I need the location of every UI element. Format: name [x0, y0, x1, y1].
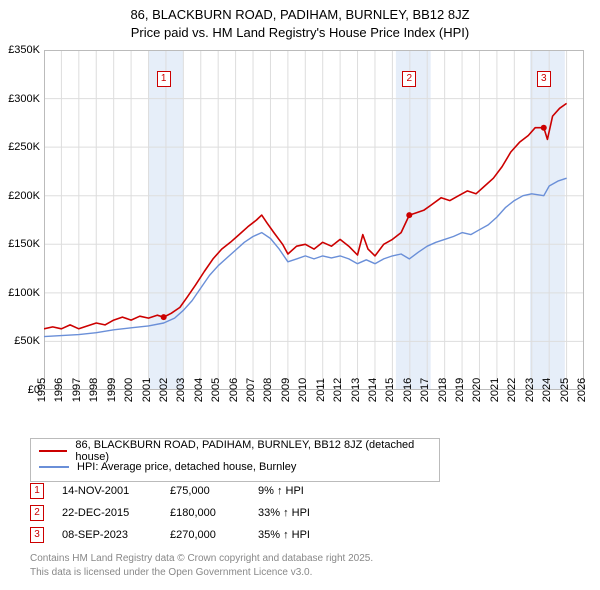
x-axis-tick-label: 2006: [223, 378, 239, 402]
transaction-marker: 2: [30, 505, 44, 521]
legend-swatch-hpi: [39, 466, 69, 468]
chart-plot-area: £0£50K£100K£150K£200K£250K£300K£350K1995…: [44, 50, 584, 390]
chart-marker-label: 1: [157, 71, 171, 87]
x-axis-tick-label: 2014: [363, 378, 379, 402]
x-axis-tick-label: 2019: [450, 378, 466, 402]
transaction-date: 22-DEC-2015: [62, 507, 152, 519]
x-axis-tick-label: 2017: [415, 378, 431, 402]
x-axis-tick-label: 2025: [554, 378, 570, 402]
title-address: 86, BLACKBURN ROAD, PADIHAM, BURNLEY, BB…: [0, 6, 600, 24]
x-axis-tick-label: 2011: [311, 378, 327, 402]
x-axis-tick-label: 1995: [32, 378, 48, 402]
x-axis-tick-label: 2021: [485, 378, 501, 402]
footer-attribution: Contains HM Land Registry data © Crown c…: [30, 552, 373, 579]
x-axis-tick-label: 2003: [171, 378, 187, 402]
y-axis-tick-label: £100K: [8, 287, 44, 299]
chart-marker-label: 2: [402, 71, 416, 87]
x-axis-tick-label: 2000: [119, 378, 135, 402]
transaction-date: 08-SEP-2023: [62, 529, 152, 541]
y-axis-tick-label: £350K: [8, 44, 44, 56]
x-axis-tick-label: 2013: [345, 378, 361, 402]
y-axis-tick-label: £150K: [8, 238, 44, 250]
x-axis-tick-label: 1998: [84, 378, 100, 402]
x-axis-tick-label: 2005: [206, 378, 222, 402]
x-axis-tick-label: 2022: [502, 378, 518, 402]
title-subtitle: Price paid vs. HM Land Registry's House …: [0, 24, 600, 42]
y-axis-tick-label: £50K: [14, 335, 44, 347]
transaction-row: 2 22-DEC-2015 £180,000 33% ↑ HPI: [30, 502, 348, 524]
legend-swatch-price-paid: [39, 450, 67, 452]
transaction-price: £180,000: [170, 507, 240, 519]
x-axis-tick-label: 2024: [537, 378, 553, 402]
x-axis-tick-label: 2018: [432, 378, 448, 402]
transaction-row: 1 14-NOV-2001 £75,000 9% ↑ HPI: [30, 480, 348, 502]
x-axis-tick-label: 2012: [328, 378, 344, 402]
x-axis-tick-label: 1997: [67, 378, 83, 402]
x-axis-tick-label: 2015: [380, 378, 396, 402]
chart-container: 86, BLACKBURN ROAD, PADIHAM, BURNLEY, BB…: [0, 0, 600, 590]
transaction-price: £75,000: [170, 485, 240, 497]
x-axis-tick-label: 2016: [398, 378, 414, 402]
transaction-vs-hpi: 9% ↑ HPI: [258, 485, 348, 497]
transaction-price: £270,000: [170, 529, 240, 541]
transaction-marker: 3: [30, 527, 44, 543]
legend-box: 86, BLACKBURN ROAD, PADIHAM, BURNLEY, BB…: [30, 438, 440, 482]
footer-line: This data is licensed under the Open Gov…: [30, 566, 373, 580]
transactions-table: 1 14-NOV-2001 £75,000 9% ↑ HPI 2 22-DEC-…: [30, 480, 348, 546]
x-axis-tick-label: 2004: [189, 378, 205, 402]
transaction-date: 14-NOV-2001: [62, 485, 152, 497]
footer-line: Contains HM Land Registry data © Crown c…: [30, 552, 373, 566]
x-axis-tick-label: 2010: [293, 378, 309, 402]
y-axis-tick-label: £250K: [8, 141, 44, 153]
transaction-marker: 1: [30, 483, 44, 499]
transaction-row: 3 08-SEP-2023 £270,000 35% ↑ HPI: [30, 524, 348, 546]
x-axis-tick-label: 1996: [49, 378, 65, 402]
legend-item-price-paid: 86, BLACKBURN ROAD, PADIHAM, BURNLEY, BB…: [39, 443, 431, 459]
legend-label: HPI: Average price, detached house, Burn…: [77, 461, 296, 473]
legend-label: 86, BLACKBURN ROAD, PADIHAM, BURNLEY, BB…: [75, 439, 431, 463]
y-axis-tick-label: £200K: [8, 190, 44, 202]
x-axis-tick-label: 2026: [572, 378, 588, 402]
transaction-vs-hpi: 35% ↑ HPI: [258, 529, 348, 541]
x-axis-tick-label: 2023: [519, 378, 535, 402]
chart-marker-label: 3: [537, 71, 551, 87]
x-axis-tick-label: 2007: [241, 378, 257, 402]
x-axis-tick-label: 2001: [136, 378, 152, 402]
transaction-vs-hpi: 33% ↑ HPI: [258, 507, 348, 519]
x-axis-tick-label: 2020: [467, 378, 483, 402]
x-axis-tick-label: 2002: [154, 378, 170, 402]
title-block: 86, BLACKBURN ROAD, PADIHAM, BURNLEY, BB…: [0, 0, 600, 41]
x-axis-tick-label: 2009: [276, 378, 292, 402]
x-axis-tick-label: 2008: [258, 378, 274, 402]
y-axis-tick-label: £300K: [8, 93, 44, 105]
x-axis-tick-label: 1999: [101, 378, 117, 402]
chart-svg: [44, 50, 584, 390]
